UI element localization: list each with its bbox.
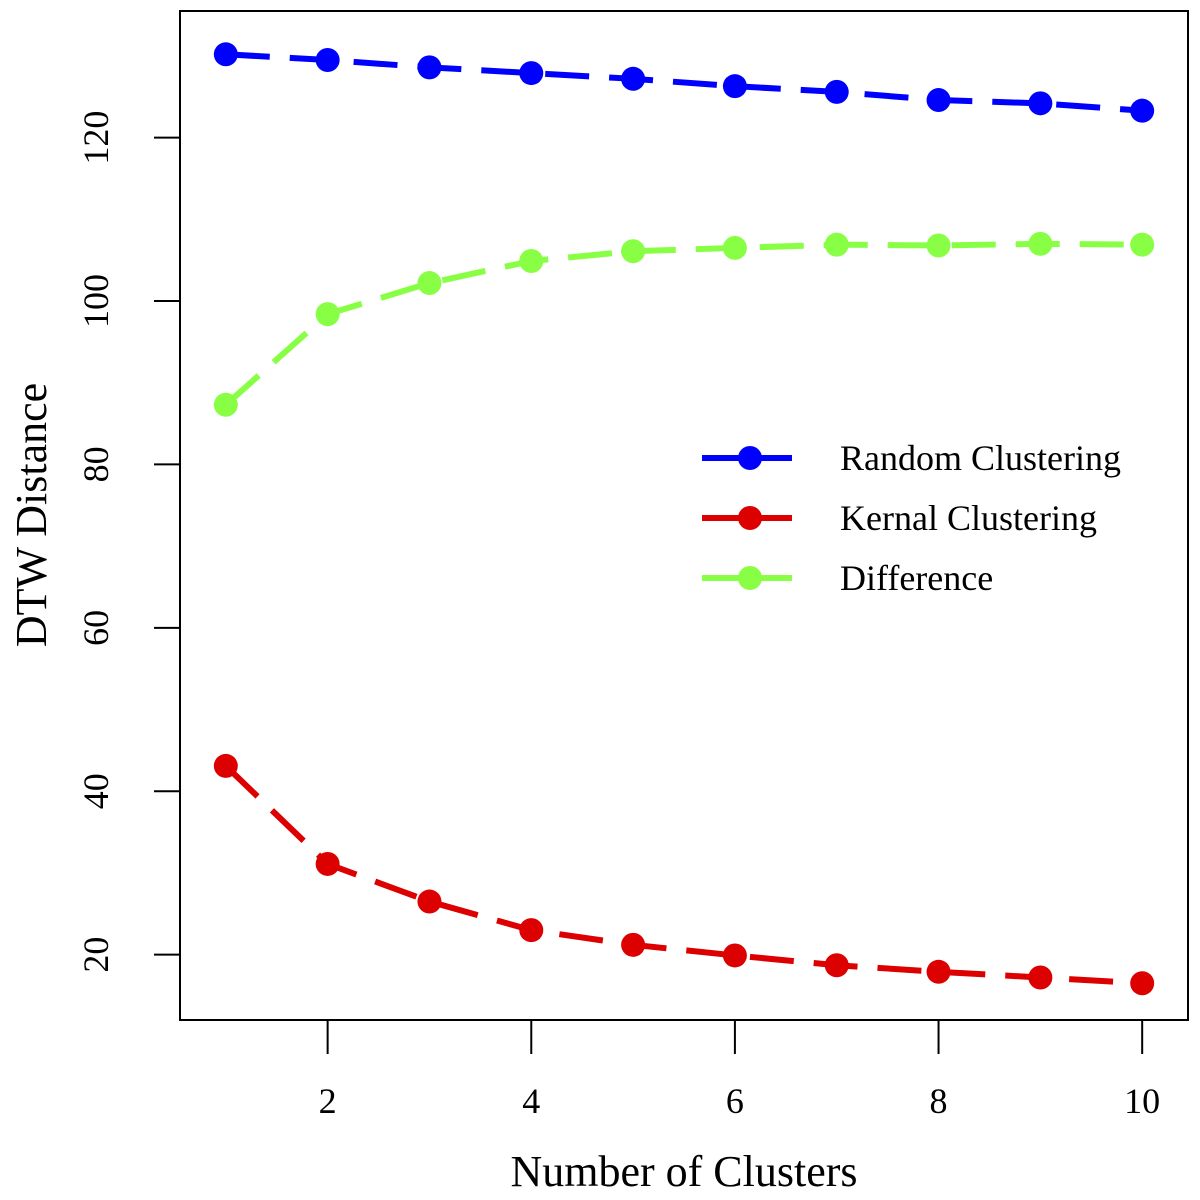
data-point xyxy=(926,88,951,113)
legend-label: Difference xyxy=(840,558,993,598)
data-point xyxy=(519,249,544,274)
y-axis: 20 40 60 80 100 120 xyxy=(76,111,180,973)
data-point xyxy=(1028,965,1053,990)
data-point xyxy=(315,851,340,876)
data-point xyxy=(519,918,544,943)
x-tick-label: 6 xyxy=(726,1081,744,1121)
series-line xyxy=(223,240,1143,408)
series-layer xyxy=(213,42,1155,996)
data-point xyxy=(824,953,849,978)
data-point xyxy=(1130,98,1155,123)
data-point xyxy=(1130,971,1155,996)
data-point xyxy=(213,753,238,778)
data-point xyxy=(213,392,238,417)
data-point xyxy=(315,48,340,73)
series-kernal-clustering xyxy=(213,753,1155,996)
data-point xyxy=(621,932,646,957)
y-tick-label: 120 xyxy=(76,111,116,165)
plot-frame xyxy=(179,10,1189,1021)
series-difference xyxy=(213,231,1155,417)
x-tick-label: 2 xyxy=(319,1081,337,1121)
y-tick-label: 20 xyxy=(76,937,116,973)
x-tick-label: 8 xyxy=(930,1081,948,1121)
legend-label: Kernal Clustering xyxy=(840,498,1097,538)
y-tick-label: 100 xyxy=(76,274,116,328)
series-line xyxy=(225,51,1143,114)
x-tick-label: 10 xyxy=(1124,1081,1160,1121)
x-axis-title: Number of Clusters xyxy=(510,1147,857,1196)
y-axis-title: DTW Distance xyxy=(7,383,56,647)
data-point xyxy=(1028,91,1053,116)
legend-item: Kernal Clustering xyxy=(702,498,1097,538)
y-tick-label: 80 xyxy=(76,446,116,482)
series-random-clustering xyxy=(213,42,1155,123)
data-point xyxy=(824,232,849,257)
data-point xyxy=(926,959,951,984)
x-axis: 2 4 6 8 10 xyxy=(319,1020,1160,1121)
data-point xyxy=(417,889,442,914)
data-point xyxy=(926,233,951,258)
legend-marker xyxy=(738,446,762,470)
data-point xyxy=(519,61,544,86)
data-point xyxy=(722,943,747,968)
y-tick-label: 40 xyxy=(76,773,116,809)
data-point xyxy=(417,55,442,80)
y-tick-label: 60 xyxy=(76,610,116,646)
data-point xyxy=(417,271,442,296)
legend-item: Random Clustering xyxy=(702,438,1121,478)
data-point xyxy=(824,79,849,104)
data-point xyxy=(722,235,747,260)
series-line xyxy=(223,763,1143,987)
legend-marker xyxy=(738,566,762,590)
data-point xyxy=(621,66,646,91)
data-point xyxy=(722,74,747,99)
data-point xyxy=(1130,232,1155,257)
legend-label: Random Clustering xyxy=(840,438,1121,478)
data-point xyxy=(315,302,340,327)
legend-marker xyxy=(738,506,762,530)
x-tick-label: 4 xyxy=(522,1081,540,1121)
legend: Random Clustering Kernal Clustering Differ… xyxy=(702,438,1121,598)
data-point xyxy=(1028,231,1053,256)
data-point xyxy=(213,42,238,67)
legend-item: Difference xyxy=(702,558,993,598)
data-point xyxy=(621,239,646,264)
